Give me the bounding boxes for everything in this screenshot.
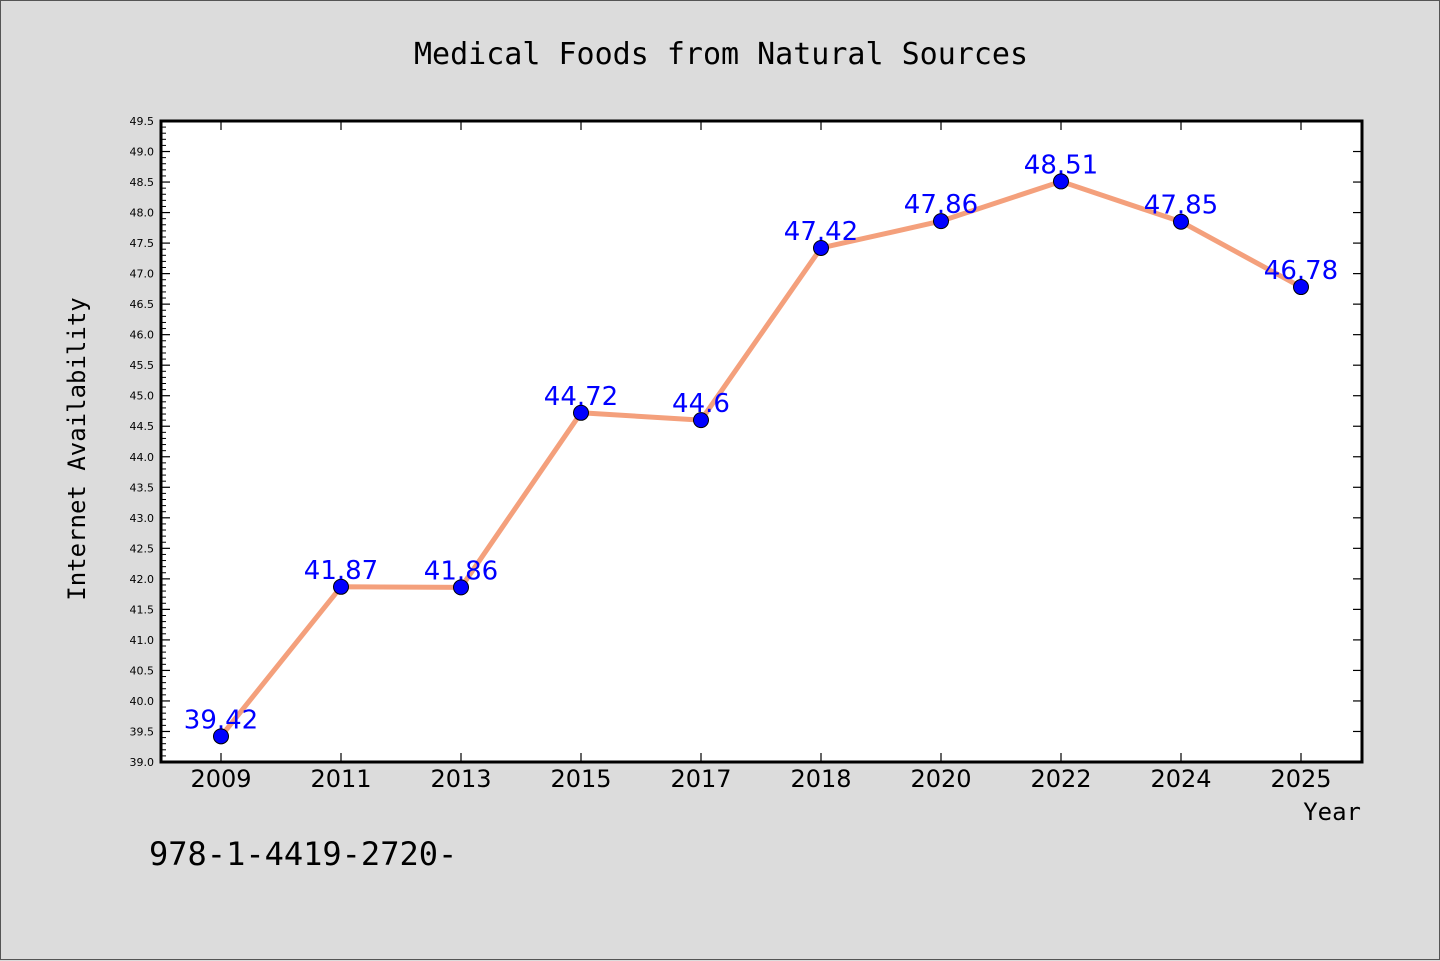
data-point [693,412,709,429]
y-tick-label: 47.5 [130,237,155,250]
series-group [213,173,1309,745]
data-point [453,579,469,596]
y-tick-label: 42.5 [130,542,155,555]
x-tick-label: 2018 [790,765,851,793]
y-axis-ticks: 39.0 39.5 40.0 40.5 41.0 41.5 42.0 42.5 43.0 43.5… [130,115,1362,769]
data-point [1053,173,1069,190]
data-label: 47.42 [784,217,858,247]
y-tick-label: 48.0 [130,207,155,220]
y-tick-label: 46.0 [130,329,155,342]
data-point [813,239,829,256]
x-tick-label: 2020 [910,765,971,793]
data-label: 41.87 [304,556,378,586]
y-tick-label: 45.0 [130,390,155,403]
y-tick-label: 45.5 [130,359,155,372]
data-label: 47.86 [904,190,978,220]
y-tick-label: 43.0 [130,512,155,525]
y-tick-label: 49.0 [130,146,155,159]
y-tick-label: 48.5 [130,176,155,189]
footer-text: 978-1-4419-2720- [149,835,457,873]
y-tick-label: 39.5 [130,725,155,738]
x-tick-label: 2013 [430,765,491,793]
y-tick-label: 44.5 [130,420,155,433]
y-axis-label: Internet Availability [63,297,91,600]
x-tick-label: 2022 [1030,765,1091,793]
y-tick-label: 46.5 [130,298,155,311]
x-tick-label: 2024 [1150,765,1211,793]
data-label: 48.51 [1024,150,1098,180]
x-axis-label: Year [1303,798,1361,826]
y-tick-label: 44.0 [130,451,155,464]
data-point [333,578,349,595]
plot-area [159,119,1364,764]
y-tick-label: 40.0 [130,695,155,708]
data-labels: 39.42 41.87 41.86 44.72 44.6 47.42 47.86 48.51 4… [184,150,1338,735]
data-label: 39.42 [184,705,258,735]
x-tick-label: 2025 [1270,765,1331,793]
y-tick-label: 41.0 [130,634,155,647]
data-label: 44.72 [544,382,618,412]
y-tick-label: 39.0 [130,756,155,769]
data-label: 47.85 [1144,191,1218,221]
data-label: 44.6 [672,389,730,419]
x-tick-label: 2009 [190,765,251,793]
data-point [1293,279,1309,296]
x-tick-label: 2017 [670,765,731,793]
data-point [573,404,589,421]
y-tick-label: 40.5 [130,664,155,677]
chart-title: Medical Foods from Natural Sources [414,37,1028,72]
x-tick-label: 2011 [310,765,371,793]
x-tick-label: 2015 [550,765,611,793]
data-label: 46.78 [1264,256,1338,286]
data-label: 41.86 [424,556,498,586]
y-tick-label: 49.5 [130,115,155,128]
data-point [213,728,229,745]
y-tick-label: 42.0 [130,573,155,586]
y-tick-label: 41.5 [130,603,155,616]
data-point [1173,213,1189,230]
series-line [219,178,1303,738]
x-axis-ticks: 2009 2011 2013 2015 2017 2018 2020 2022 2024 2025 [190,121,1332,793]
data-point [933,213,949,230]
y-tick-label: 47.0 [130,268,155,281]
y-tick-label: 43.5 [130,481,155,494]
